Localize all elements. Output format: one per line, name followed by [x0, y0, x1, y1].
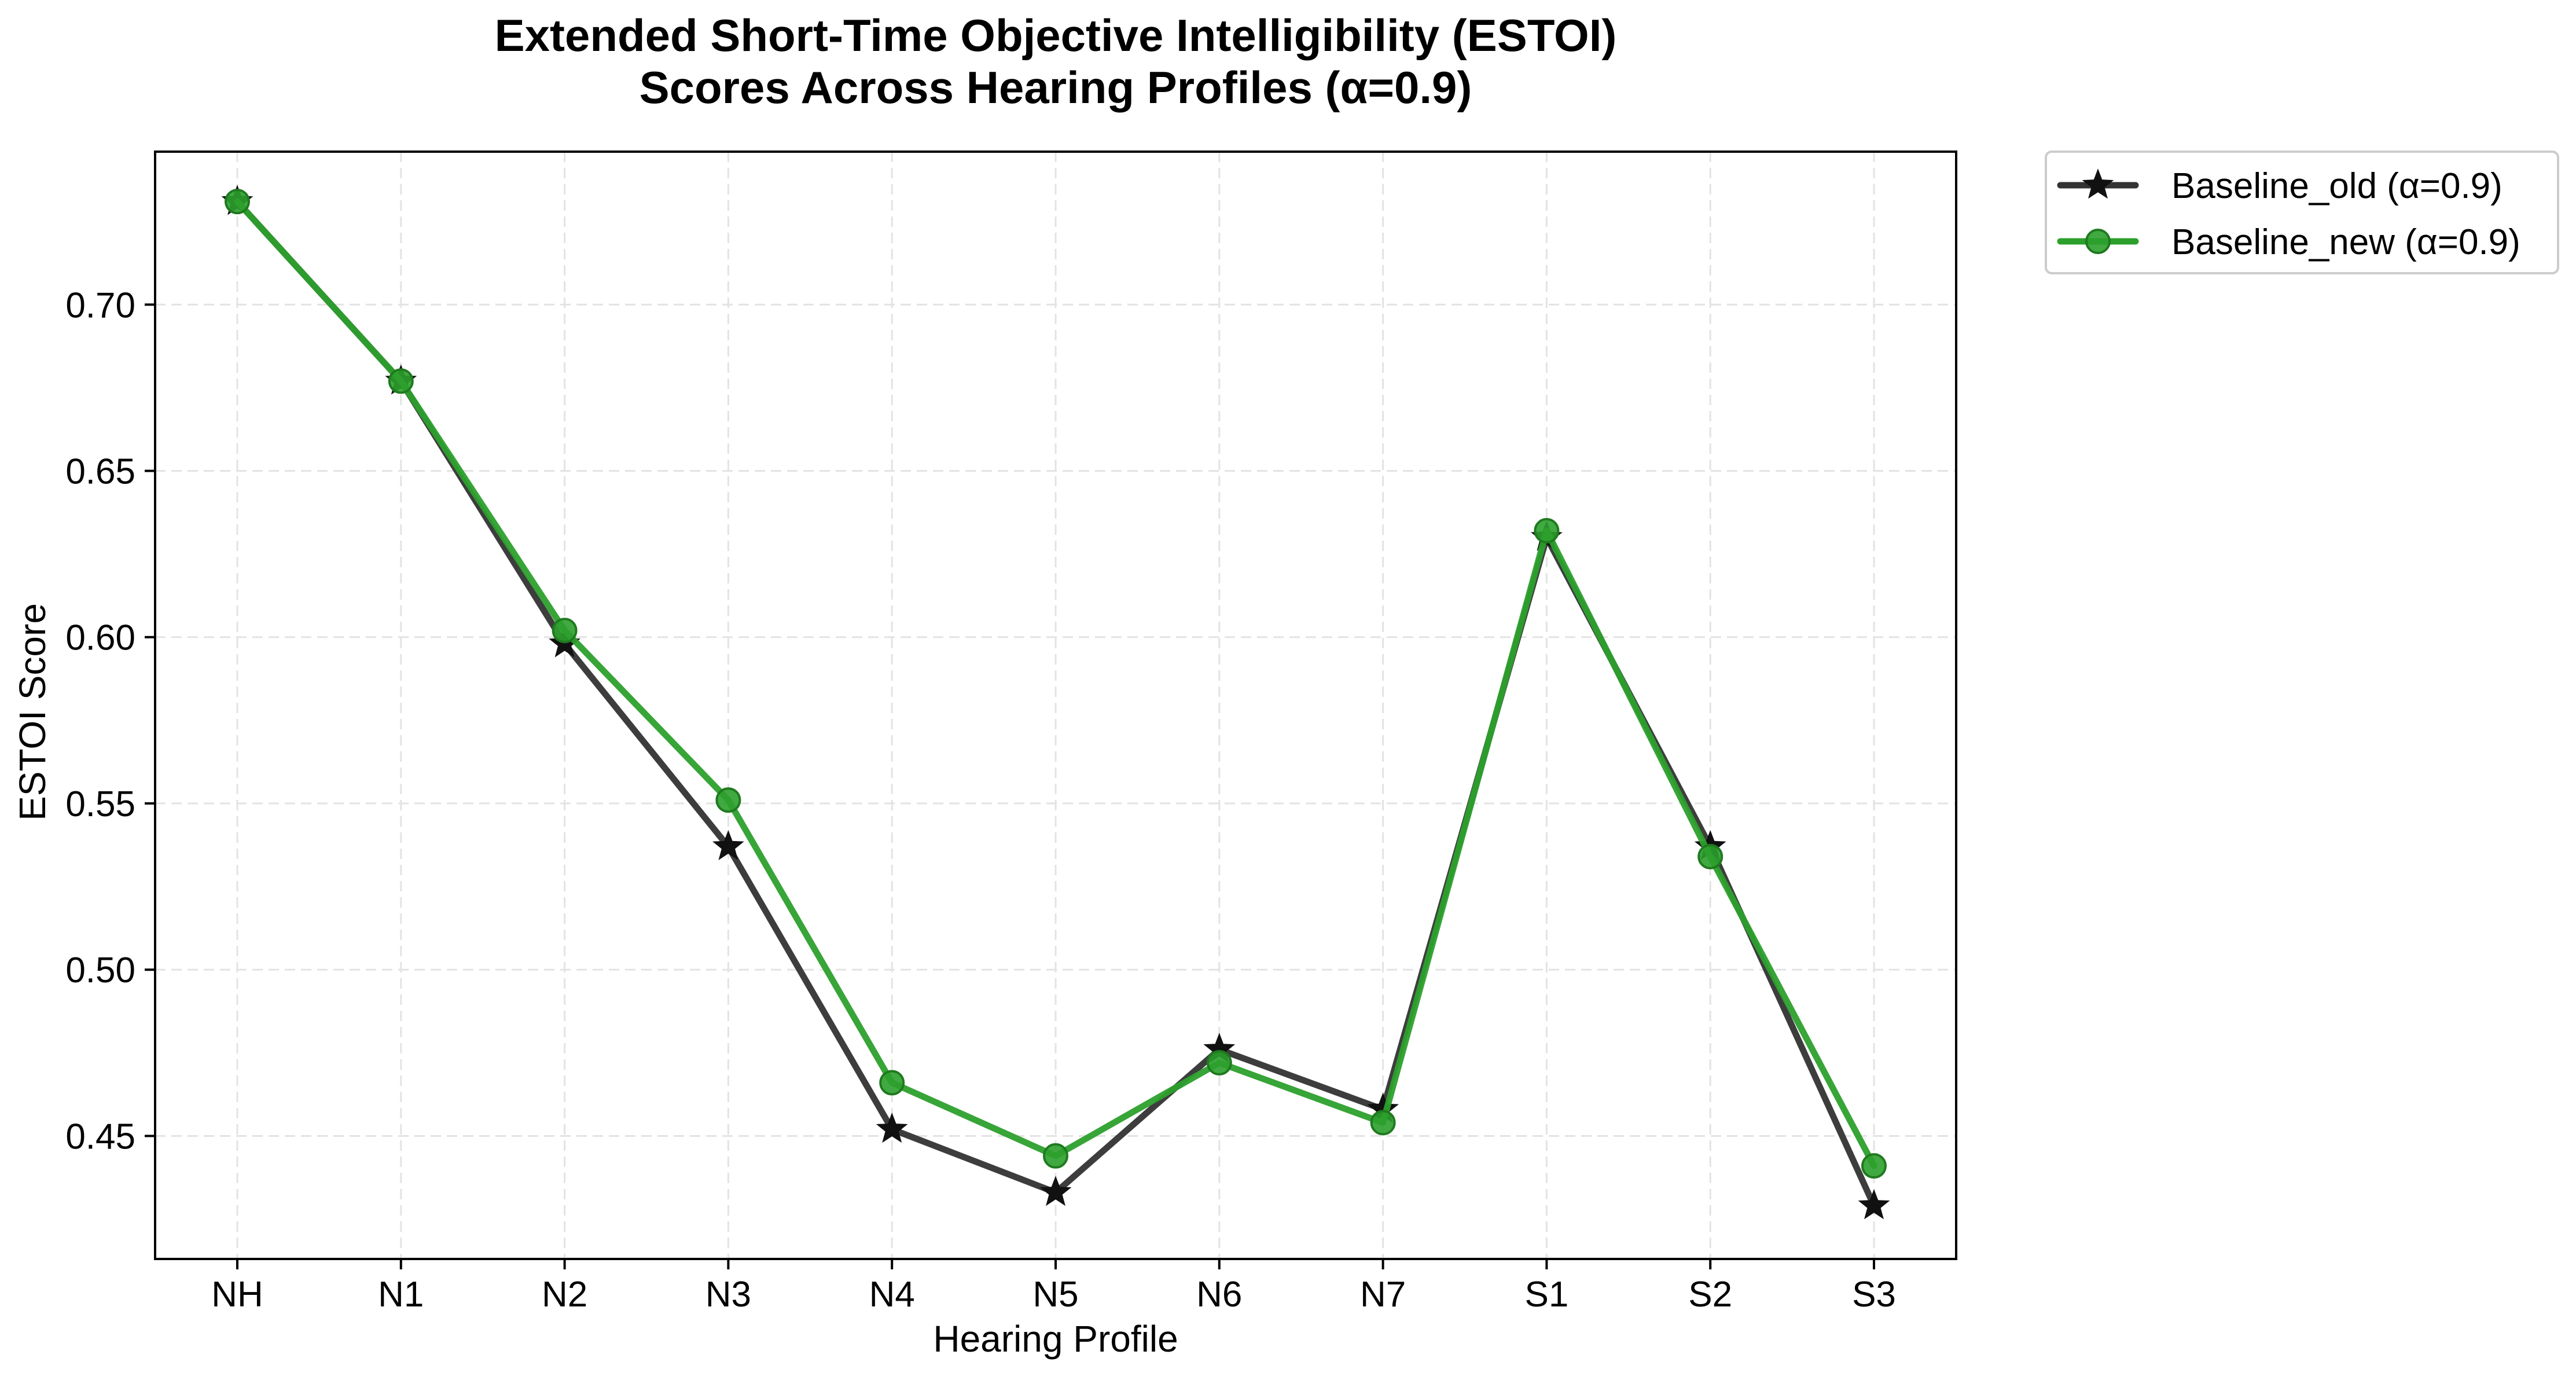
- x-tick-label: N7: [1360, 1275, 1406, 1315]
- data-point: [552, 618, 578, 644]
- legend: Baseline_old (α=0.9) Baseline_new (α=0.9): [2045, 150, 2559, 274]
- series-2: [225, 189, 1887, 1179]
- data-point: [1697, 843, 1724, 869]
- data-point: [1861, 1153, 1887, 1179]
- legend-marker: [2085, 229, 2111, 254]
- data-point: [1043, 1143, 1068, 1169]
- data-point: [879, 1070, 905, 1096]
- y-tick-label: 0.70: [65, 285, 135, 325]
- data-point: [388, 368, 414, 394]
- legend-entry-2: Baseline_new (α=0.9): [2057, 222, 2520, 262]
- data-point: [1858, 1189, 1890, 1220]
- x-tick-label: N6: [1196, 1275, 1242, 1315]
- x-tick-label: N2: [542, 1275, 587, 1315]
- data-point: [1534, 517, 1560, 544]
- chart-title-line-2: Scores Across Hearing Profiles (α=0.9): [640, 62, 1472, 113]
- x-tick-label: S1: [1524, 1275, 1568, 1315]
- x-tick-label: S2: [1688, 1275, 1732, 1315]
- chart-title-line-1: Extended Short-Time Objective Intelligib…: [495, 10, 1617, 61]
- data-point: [715, 787, 741, 813]
- axes: NH N1 N2 N3 N4 N5 N6 N7 S1 S2 S3 0.45 0.50 0.55 0.60 0.…: [65, 150, 1957, 1315]
- legend-label: Baseline_old (α=0.9): [2171, 166, 2502, 206]
- y-axis-label: ESTOI Score: [12, 603, 53, 821]
- data-point: [1206, 1050, 1232, 1076]
- y-tick-label: 0.50: [65, 950, 135, 990]
- data-point: [1370, 1110, 1396, 1136]
- grid-lines: [155, 152, 1956, 1259]
- y-tick-label: 0.45: [65, 1117, 135, 1157]
- x-tick-label: N5: [1032, 1275, 1078, 1315]
- data-point: [876, 1113, 908, 1143]
- data-point: [712, 829, 744, 860]
- data-point: [1039, 1176, 1072, 1206]
- series-layer: [221, 185, 1890, 1220]
- x-tick-label: N1: [378, 1275, 424, 1315]
- legend-label: Baseline_new (α=0.9): [2171, 222, 2520, 262]
- legend-entry-1: Baseline_old (α=0.9): [2057, 166, 2502, 206]
- x-tick-label: NH: [211, 1275, 263, 1315]
- x-tick-label: N4: [869, 1275, 915, 1315]
- legend-box: [2045, 150, 2559, 274]
- y-tick-label: 0.55: [65, 784, 135, 824]
- x-tick-label: N3: [705, 1275, 751, 1315]
- y-tick-label: 0.65: [65, 451, 135, 491]
- legend-marker: [2082, 168, 2114, 199]
- x-axis-label: Hearing Profile: [933, 1318, 1178, 1360]
- x-tick-label: S3: [1852, 1275, 1896, 1315]
- y-tick-label: 0.60: [65, 618, 135, 658]
- data-point: [225, 189, 250, 215]
